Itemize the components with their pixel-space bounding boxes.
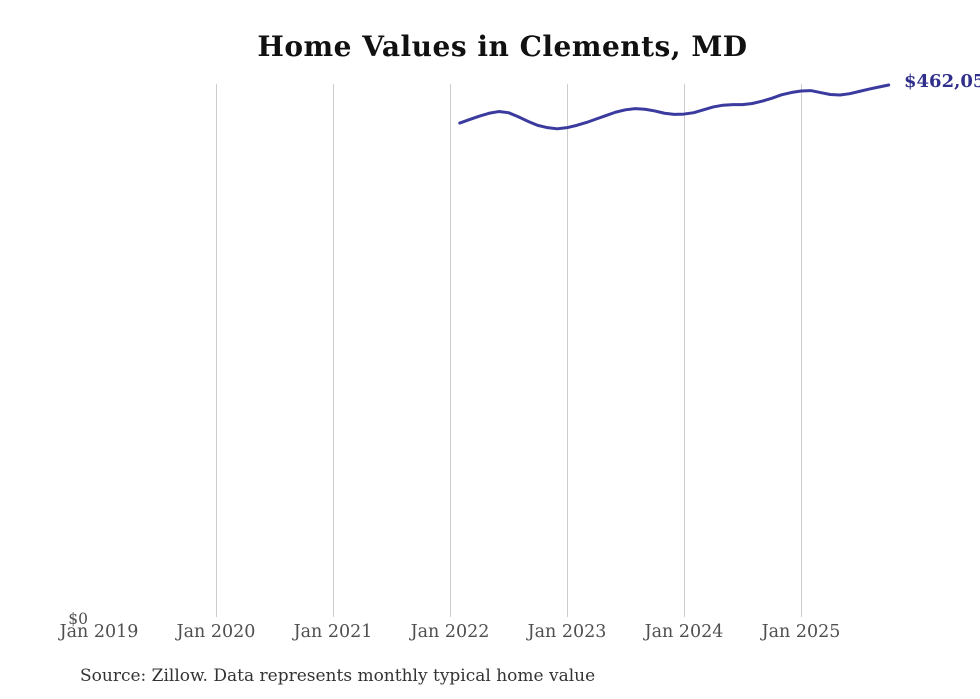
home-value-line <box>458 83 891 131</box>
source-note: Source: Zillow. Data represents monthly … <box>80 666 596 686</box>
x-tick-label-2022: Jan 2022 <box>410 622 490 642</box>
x-tick-label-2024: Jan 2024 <box>644 622 724 642</box>
x-tick-label-2019: Jan 2019 <box>59 622 139 642</box>
y-axis-zero-label: $0 <box>68 610 88 628</box>
x-tick-label-2025: Jan 2025 <box>761 622 841 642</box>
latest-value-label: $462,050 <box>904 71 980 92</box>
x-tick-label-2020: Jan 2020 <box>176 622 256 642</box>
x-tick-label-2023: Jan 2023 <box>527 622 607 642</box>
x-tick-label-2021: Jan 2021 <box>293 622 373 642</box>
chart-title: Home Values in Clements, MD <box>257 30 748 63</box>
